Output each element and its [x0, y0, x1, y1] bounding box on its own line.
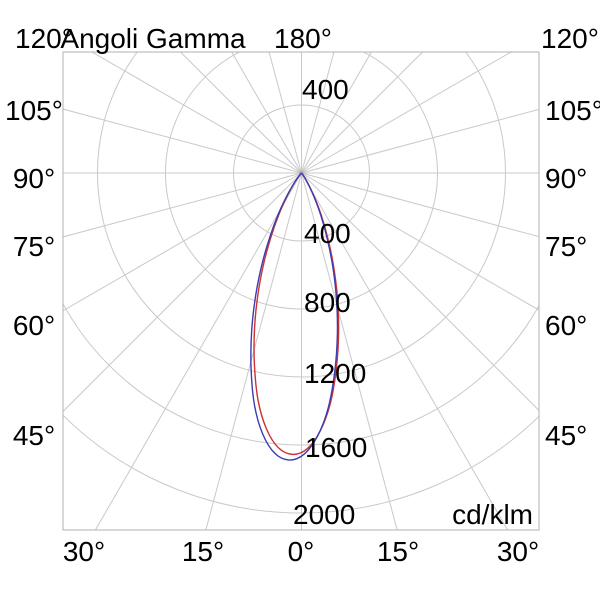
radial-label-400-upper: 400 [302, 74, 349, 105]
grid-ray-285 [0, 173, 302, 380]
gamma-label-105-left: 105° [5, 95, 63, 126]
chart-title: Angoli Gamma [60, 23, 246, 54]
gamma-label-60-right: 60° [545, 310, 587, 341]
radial-label-2000: 2000 [293, 499, 355, 530]
gamma-label-75-left: 75° [13, 231, 55, 262]
unit-label: cd/klm [452, 499, 533, 530]
gamma-label-15-bottom-right: 15° [377, 536, 419, 567]
gamma-label-90-right: 90° [545, 163, 587, 194]
grid-circle-2000 [0, 0, 600, 513]
gamma-label-45-right: 45° [545, 420, 587, 451]
gamma-label-0-bottom: 0° [288, 536, 315, 567]
gamma-label-105-right: 105° [545, 95, 600, 126]
gamma-label-30-bottom-right: 30° [497, 536, 539, 567]
radial-label-1200: 1200 [304, 358, 366, 389]
radial-label-1600: 1600 [305, 432, 367, 463]
radial-label-800: 800 [304, 287, 351, 318]
gamma-label-180-top: 180° [274, 23, 332, 54]
gamma-label-60-left: 60° [13, 310, 55, 341]
gamma-label-15-bottom-left: 15° [182, 536, 224, 567]
gamma-label-75-right: 75° [545, 231, 587, 262]
grid-ray-75 [302, 173, 600, 380]
gamma-label-45-left: 45° [13, 420, 55, 451]
gamma-label-120-top-right: 120° [541, 23, 599, 54]
gamma-label-30-bottom-left: 30° [63, 536, 105, 567]
gamma-label-90-left: 90° [13, 163, 55, 194]
radial-label-400: 400 [304, 218, 351, 249]
